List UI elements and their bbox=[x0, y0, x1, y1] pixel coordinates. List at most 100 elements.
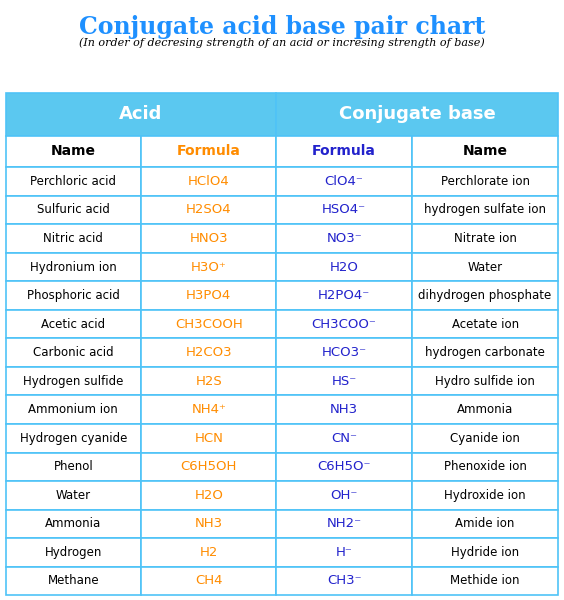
Bar bbox=[276, 224, 412, 253]
Bar bbox=[141, 281, 276, 310]
Text: Acetate ion: Acetate ion bbox=[452, 317, 519, 331]
Text: Methane: Methane bbox=[47, 574, 99, 587]
Text: Hydrogen cyanide: Hydrogen cyanide bbox=[20, 432, 127, 445]
Bar bbox=[141, 538, 276, 566]
Text: CN⁻: CN⁻ bbox=[331, 432, 357, 445]
Text: Ammonium ion: Ammonium ion bbox=[28, 403, 118, 416]
Text: Formula: Formula bbox=[177, 145, 241, 158]
Bar bbox=[412, 310, 558, 338]
Text: HS⁻: HS⁻ bbox=[332, 374, 357, 388]
Bar bbox=[276, 196, 412, 224]
Text: hydrogen sulfate ion: hydrogen sulfate ion bbox=[424, 203, 546, 217]
Text: H2O: H2O bbox=[330, 260, 359, 274]
Bar bbox=[6, 452, 141, 481]
Text: Hydride ion: Hydride ion bbox=[451, 546, 519, 559]
Text: Water: Water bbox=[56, 489, 91, 502]
Bar bbox=[276, 338, 412, 367]
Text: Perchloric acid: Perchloric acid bbox=[30, 175, 116, 188]
Bar bbox=[412, 136, 558, 167]
Bar bbox=[141, 509, 276, 538]
Text: OH⁻: OH⁻ bbox=[331, 489, 358, 502]
Text: Phenol: Phenol bbox=[54, 460, 93, 473]
Bar bbox=[276, 367, 412, 395]
Text: Conjugate base: Conjugate base bbox=[339, 106, 496, 124]
Text: C6H5O⁻: C6H5O⁻ bbox=[318, 460, 371, 473]
Text: Water: Water bbox=[468, 260, 503, 274]
Text: H3PO4: H3PO4 bbox=[186, 289, 231, 302]
Text: hydrogen carbonate: hydrogen carbonate bbox=[425, 346, 545, 359]
Text: Nitrate ion: Nitrate ion bbox=[453, 232, 517, 245]
Text: HCN: HCN bbox=[195, 432, 223, 445]
Text: C6H5OH: C6H5OH bbox=[180, 460, 237, 473]
Text: H2SO4: H2SO4 bbox=[186, 203, 232, 217]
Text: (In order of decresing strength of an acid or incresing strength of base): (In order of decresing strength of an ac… bbox=[79, 37, 485, 48]
Text: Nitric acid: Nitric acid bbox=[43, 232, 103, 245]
Text: HSO4⁻: HSO4⁻ bbox=[322, 203, 366, 217]
Text: Sulfuric acid: Sulfuric acid bbox=[37, 203, 110, 217]
Text: Hydrogen sulfide: Hydrogen sulfide bbox=[23, 374, 124, 388]
Text: Ammonia: Ammonia bbox=[457, 403, 513, 416]
Bar bbox=[276, 167, 412, 196]
Bar bbox=[141, 424, 276, 452]
Text: Phenoxide ion: Phenoxide ion bbox=[444, 460, 527, 473]
Text: H2: H2 bbox=[200, 546, 218, 559]
Bar bbox=[276, 310, 412, 338]
Text: CH3⁻: CH3⁻ bbox=[327, 574, 362, 587]
Bar bbox=[141, 481, 276, 509]
Bar bbox=[6, 538, 141, 566]
Bar bbox=[412, 452, 558, 481]
Bar bbox=[6, 424, 141, 452]
Bar bbox=[412, 538, 558, 566]
Text: CH3COOH: CH3COOH bbox=[175, 317, 243, 331]
Bar bbox=[276, 395, 412, 424]
Bar bbox=[6, 566, 141, 595]
Bar bbox=[276, 481, 412, 509]
Bar bbox=[141, 310, 276, 338]
Text: NH4⁺: NH4⁺ bbox=[191, 403, 226, 416]
Bar bbox=[6, 136, 141, 167]
Bar bbox=[141, 367, 276, 395]
Text: Phosphoric acid: Phosphoric acid bbox=[27, 289, 120, 302]
Text: NH2⁻: NH2⁻ bbox=[327, 517, 362, 530]
Text: HClO4: HClO4 bbox=[188, 175, 230, 188]
Text: Methide ion: Methide ion bbox=[451, 574, 520, 587]
Bar bbox=[6, 310, 141, 338]
Text: NH3: NH3 bbox=[330, 403, 358, 416]
Text: Conjugate acid base pair chart: Conjugate acid base pair chart bbox=[79, 15, 485, 39]
Bar bbox=[276, 281, 412, 310]
Text: H3O⁺: H3O⁺ bbox=[191, 260, 227, 274]
Bar bbox=[412, 395, 558, 424]
Bar bbox=[141, 167, 276, 196]
Bar bbox=[412, 224, 558, 253]
Text: Hydroxide ion: Hydroxide ion bbox=[444, 489, 526, 502]
Text: Name: Name bbox=[462, 145, 508, 158]
Bar bbox=[276, 253, 412, 281]
Text: H⁻: H⁻ bbox=[336, 546, 352, 559]
Bar bbox=[412, 253, 558, 281]
Bar bbox=[6, 93, 276, 136]
Text: Acid: Acid bbox=[120, 106, 163, 124]
Bar bbox=[276, 566, 412, 595]
Text: Carbonic acid: Carbonic acid bbox=[33, 346, 114, 359]
Bar bbox=[412, 167, 558, 196]
Bar bbox=[6, 367, 141, 395]
Bar bbox=[6, 167, 141, 196]
Text: H2PO4⁻: H2PO4⁻ bbox=[318, 289, 371, 302]
Text: Cyanide ion: Cyanide ion bbox=[450, 432, 520, 445]
Text: CH3COO⁻: CH3COO⁻ bbox=[312, 317, 377, 331]
Bar bbox=[141, 224, 276, 253]
Text: Hydrogen: Hydrogen bbox=[45, 546, 102, 559]
Bar bbox=[276, 136, 412, 167]
Bar bbox=[6, 338, 141, 367]
Bar bbox=[6, 253, 141, 281]
Text: H2S: H2S bbox=[195, 374, 222, 388]
Bar bbox=[412, 566, 558, 595]
Bar bbox=[276, 452, 412, 481]
Text: NH3: NH3 bbox=[195, 517, 223, 530]
Bar bbox=[6, 196, 141, 224]
Text: HCO3⁻: HCO3⁻ bbox=[321, 346, 367, 359]
Text: ClO4⁻: ClO4⁻ bbox=[325, 175, 364, 188]
Bar bbox=[141, 566, 276, 595]
Text: NO3⁻: NO3⁻ bbox=[327, 232, 362, 245]
Bar bbox=[412, 281, 558, 310]
